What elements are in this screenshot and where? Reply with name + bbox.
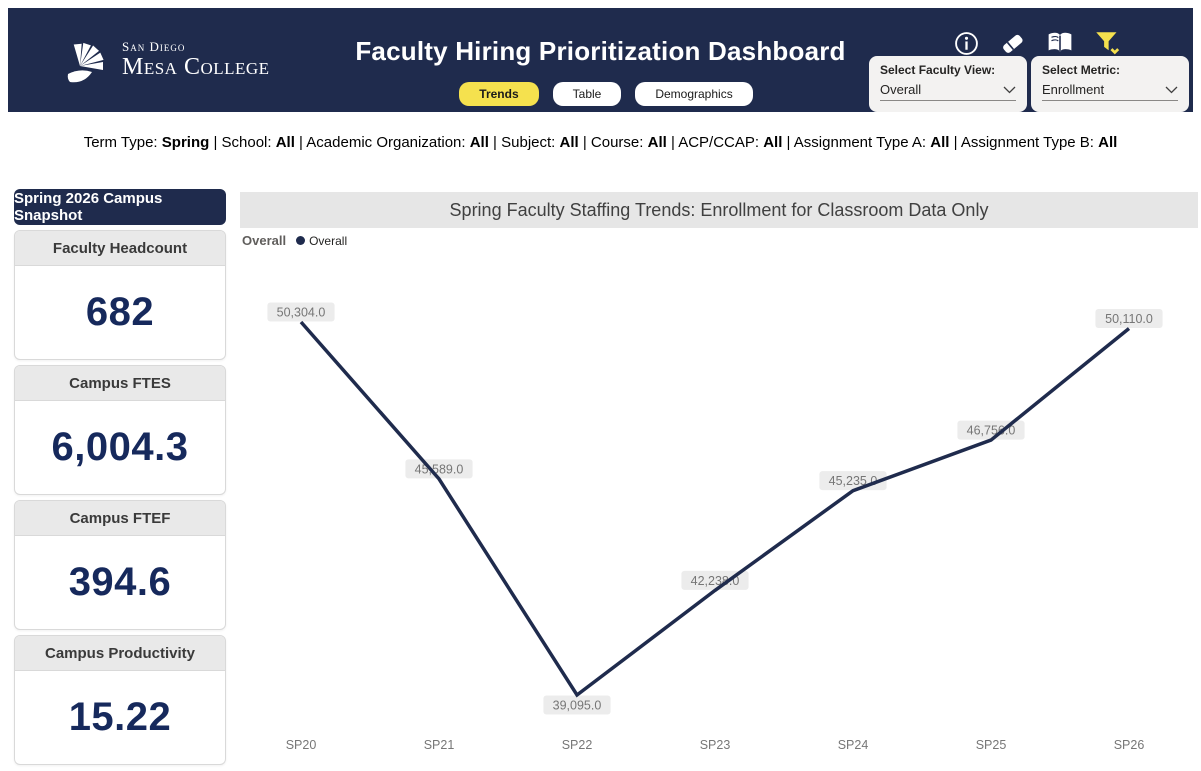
legend-group-label: Overall — [242, 233, 287, 248]
faculty-view-label: Select Faculty View: — [880, 63, 996, 77]
kpi-card: Faculty Headcount 682 — [14, 230, 226, 360]
data-label: 42,238.0 — [681, 570, 749, 590]
trend-line — [299, 320, 1131, 698]
app-header: San Diego Mesa College Faculty Hiring Pr… — [8, 8, 1193, 112]
svg-text:45,589.0: 45,589.0 — [415, 462, 464, 476]
kpi-card-title: Campus Productivity — [15, 636, 225, 671]
metric-slicer: Select Metric: Enrollment — [1031, 56, 1189, 112]
chevron-down-icon — [1165, 86, 1178, 93]
kpi-card-title: Campus FTES — [15, 366, 225, 401]
kpi-sidebar: Spring 2026 Campus Snapshot Faculty Head… — [14, 189, 226, 765]
x-axis-label: SP22 — [562, 738, 593, 752]
kpi-card-value: 682 — [85, 290, 155, 334]
x-axis-label: SP20 — [286, 738, 317, 752]
faculty-view-value: Overall — [880, 82, 922, 97]
svg-text:50,304.0: 50,304.0 — [277, 306, 326, 320]
logo-line1: San Diego — [122, 39, 186, 54]
data-label: 50,304.0 — [267, 302, 335, 322]
x-axis-label: SP23 — [700, 738, 731, 752]
faculty-view-slicer: Select Faculty View: Overall — [869, 56, 1027, 112]
header-toolbar — [954, 30, 1121, 57]
chart-title: Spring Faculty Staffing Trends: Enrollme… — [240, 192, 1198, 228]
trend-chart-svg[interactable]: 50,304.045,589.039,095.042,238.045,235.0… — [240, 250, 1198, 771]
tabs: Trends Table Demographics — [356, 82, 856, 106]
faculty-view-dropdown[interactable]: Overall — [880, 82, 1016, 101]
x-axis-label: SP26 — [1114, 738, 1145, 752]
data-label: 45,589.0 — [405, 459, 473, 479]
info-icon[interactable] — [954, 31, 979, 56]
slicer-panels: Select Faculty View: Overall Select Metr… — [869, 56, 1189, 112]
kpi-card: Campus FTEF 394.6 — [14, 500, 226, 630]
svg-text:39,095.0: 39,095.0 — [553, 699, 602, 713]
legend-item-label: Overall — [309, 233, 348, 248]
college-logo: San Diego Mesa College — [54, 30, 270, 88]
kpi-card-value: 15.22 — [68, 695, 172, 739]
chevron-down-icon — [1003, 86, 1016, 93]
svg-text:42,238.0: 42,238.0 — [691, 574, 740, 588]
x-axis-label: SP21 — [424, 738, 455, 752]
tab-table[interactable]: Table — [552, 82, 622, 106]
data-label: 46,756.0 — [957, 420, 1025, 440]
kpi-card: Campus FTES 6,004.3 — [14, 365, 226, 495]
kpi-card-title: Campus FTEF — [15, 501, 225, 536]
metric-dropdown[interactable]: Enrollment — [1042, 82, 1178, 101]
tab-demographics[interactable]: Demographics — [635, 82, 753, 106]
kpi-card-value: 6,004.3 — [51, 425, 189, 469]
kpi-card-title: Faculty Headcount — [15, 231, 225, 266]
data-label: 50,110.0 — [1095, 308, 1163, 328]
kpi-card-value: 394.6 — [68, 560, 172, 604]
book-icon[interactable] — [1046, 31, 1074, 56]
filter-summary-bar: Term Type: Spring | School: All | Academ… — [83, 134, 1118, 151]
legend-dot — [296, 236, 306, 245]
metric-label: Select Metric: — [1042, 63, 1121, 77]
x-axis-label: SP24 — [838, 738, 869, 752]
legend-item-overall[interactable]: Overall — [296, 234, 347, 248]
svg-text:46,756.0: 46,756.0 — [967, 424, 1016, 438]
x-axis-label: SP25 — [976, 738, 1007, 752]
data-label: 39,095.0 — [543, 695, 611, 715]
logo-line2: Mesa College — [122, 54, 270, 80]
chart-legend: Overall Overall — [242, 233, 347, 248]
kpi-card: Campus Productivity 15.22 — [14, 635, 226, 765]
filter-icon[interactable] — [1094, 30, 1121, 57]
tab-trends[interactable]: Trends — [459, 82, 539, 106]
svg-text:50,110.0: 50,110.0 — [1105, 312, 1153, 326]
snapshot-title: Spring 2026 Campus Snapshot — [14, 189, 226, 225]
page-title: Faculty Hiring Prioritization Dashboard — [355, 36, 846, 66]
eraser-icon[interactable] — [999, 31, 1026, 56]
metric-value: Enrollment — [1042, 82, 1105, 97]
shell-logo-icon — [67, 42, 104, 83]
